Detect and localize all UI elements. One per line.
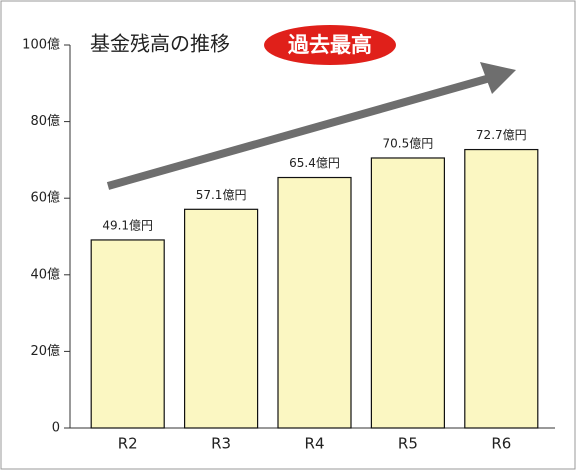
- bar: [184, 208, 259, 429]
- value-label: 57.1億円: [196, 188, 247, 202]
- arrow-head: [480, 62, 516, 94]
- value-label: 65.4億円: [289, 156, 340, 170]
- value-label: 70.5億円: [383, 136, 434, 150]
- value-label: 49.1億円: [102, 218, 153, 232]
- chart-title: 基金残高の推移: [90, 32, 230, 56]
- plot: 0 20億 40億 60億 80億 100億 R2 49.1億円 R3 57.1億円 R4 65.4億…: [22, 37, 555, 453]
- badge-bg: [264, 25, 396, 65]
- bar: [277, 176, 352, 429]
- x-tick-label: R4: [305, 435, 325, 453]
- bar: [90, 239, 165, 429]
- y-tick-label: 100億: [22, 37, 60, 53]
- y-tick-label: 0: [52, 421, 60, 436]
- x-tick-label: R3: [211, 435, 231, 453]
- x-tick-label: R2: [118, 435, 138, 453]
- y-tick-label: 80億: [30, 113, 60, 129]
- y-tick-label: 40億: [30, 266, 60, 282]
- bar: [464, 148, 539, 429]
- y-tick-label: 60億: [30, 190, 60, 206]
- x-tick-label: R6: [491, 435, 511, 453]
- bar: [370, 157, 445, 429]
- y-tick-label: 20億: [30, 343, 60, 359]
- value-label: 72.7億円: [476, 128, 527, 142]
- badge: 過去最高: [288, 33, 372, 57]
- trend-arrow: [106, 74, 492, 190]
- x-tick-label: R5: [398, 435, 418, 453]
